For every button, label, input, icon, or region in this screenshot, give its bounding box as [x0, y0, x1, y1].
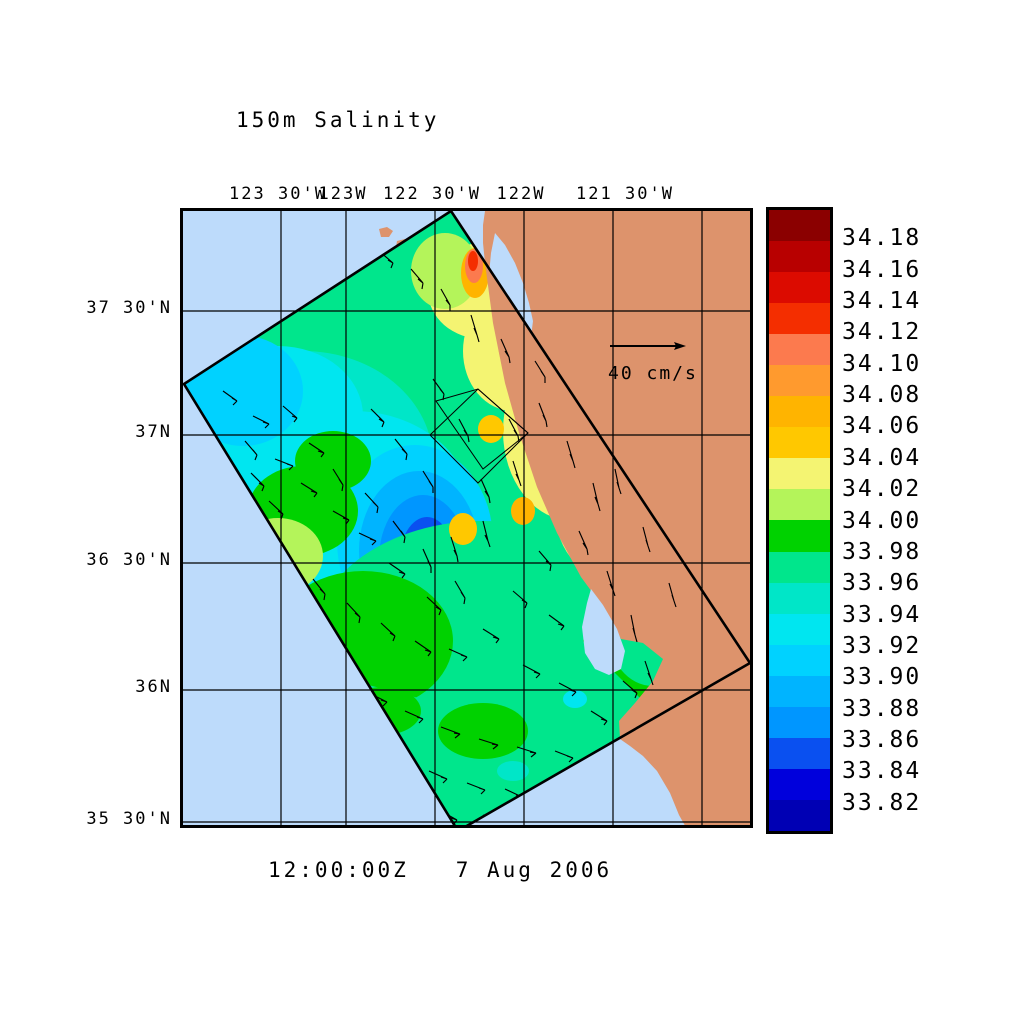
colorbar-band [769, 458, 830, 490]
colorbar-tick-label: 33.98 [842, 538, 922, 565]
latitude-tick-label: 37N [135, 422, 172, 442]
longitude-tick-label: 123W [318, 184, 368, 204]
colorbar-tick-label: 34.04 [842, 444, 922, 471]
latitude-tick-label: 36 30'N [86, 550, 172, 570]
colorbar-band [769, 427, 830, 459]
latitude-tick-label: 37 30'N [86, 298, 172, 318]
colorbar-band [769, 675, 830, 707]
colorbar-tick-labels: 34.18 34.16 34.14 34.12 34.10 34.08 34.06 34.04… [842, 207, 972, 834]
colorbar-tick-label: 33.86 [842, 726, 922, 753]
latitude-tick-label: 35 30'N [86, 809, 172, 829]
graticule-grid [183, 211, 750, 825]
colorbar-band [769, 396, 830, 428]
colorbar-tick-label: 34.18 [842, 225, 922, 252]
colorbar-tick-label: 34.02 [842, 476, 922, 503]
colorbar-tick-label: 34.00 [842, 507, 922, 534]
colorbar-tick-label: 34.16 [842, 256, 922, 283]
colorbar-band [769, 799, 830, 831]
longitude-tick-label: 123 30'W [229, 184, 327, 204]
colorbar-band [769, 551, 830, 583]
colorbar-band [769, 706, 830, 738]
colorbar-band [769, 644, 830, 676]
velocity-scale-arrow [610, 342, 686, 350]
colorbar-band [769, 334, 830, 366]
colorbar-tick-label: 33.90 [842, 664, 922, 691]
map-canvas [183, 211, 750, 825]
colorbar-tick-label: 34.08 [842, 382, 922, 409]
colorbar-tick-label: 33.88 [842, 695, 922, 722]
colorbar-band [769, 520, 830, 552]
colorbar-band [769, 272, 830, 304]
colorbar-band [769, 365, 830, 397]
colorbar[interactable] [766, 207, 833, 834]
colorbar-tick-label: 34.12 [842, 319, 922, 346]
colorbar-tick-label: 34.06 [842, 413, 922, 440]
map-plot-area[interactable]: 40 cm/s [180, 208, 753, 828]
colorbar-band [769, 241, 830, 273]
colorbar-band [769, 582, 830, 614]
colorbar-tick-label: 33.92 [842, 632, 922, 659]
model-domain-outline [183, 211, 750, 825]
page-title: 150m Salinity [236, 108, 440, 132]
colorbar-tick-label: 33.96 [842, 570, 922, 597]
colorbar-band [769, 303, 830, 335]
nested-domain-inset [429, 388, 529, 484]
colorbar-band [769, 737, 830, 769]
colorbar-band [769, 210, 830, 242]
colorbar-tick-label: 33.84 [842, 758, 922, 785]
velocity-scale-label: 40 cm/s [608, 363, 698, 384]
colorbar-tick-label: 34.10 [842, 350, 922, 377]
colorbar-band [769, 768, 830, 800]
colorbar-tick-label: 33.94 [842, 601, 922, 628]
timestamp-label: 12:00:00Z 7 Aug 2006 [268, 858, 613, 882]
latitude-tick-label: 36N [135, 677, 172, 697]
colorbar-tick-label: 33.82 [842, 789, 922, 816]
longitude-tick-label: 122W [496, 184, 546, 204]
longitude-tick-label: 121 30'W [576, 184, 674, 204]
colorbar-tick-label: 34.14 [842, 288, 922, 315]
colorbar-band [769, 613, 830, 645]
longitude-tick-label: 122 30'W [383, 184, 481, 204]
colorbar-band [769, 489, 830, 521]
